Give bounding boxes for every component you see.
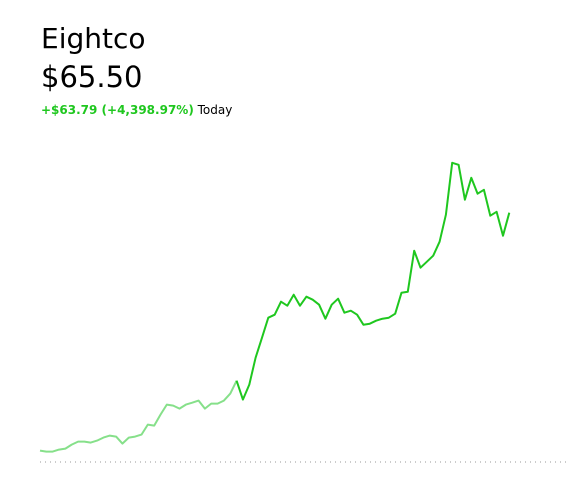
price-line (235, 161, 511, 401)
price-change: +$63.79 (+4,398.97%) (41, 103, 194, 117)
stock-name: Eightco (41, 22, 146, 55)
price-line (39, 380, 238, 453)
stock-price: $65.50 (41, 60, 143, 94)
period: Today (197, 103, 233, 117)
change-row: +$63.79 (+4,398.97%) Today (41, 103, 232, 117)
